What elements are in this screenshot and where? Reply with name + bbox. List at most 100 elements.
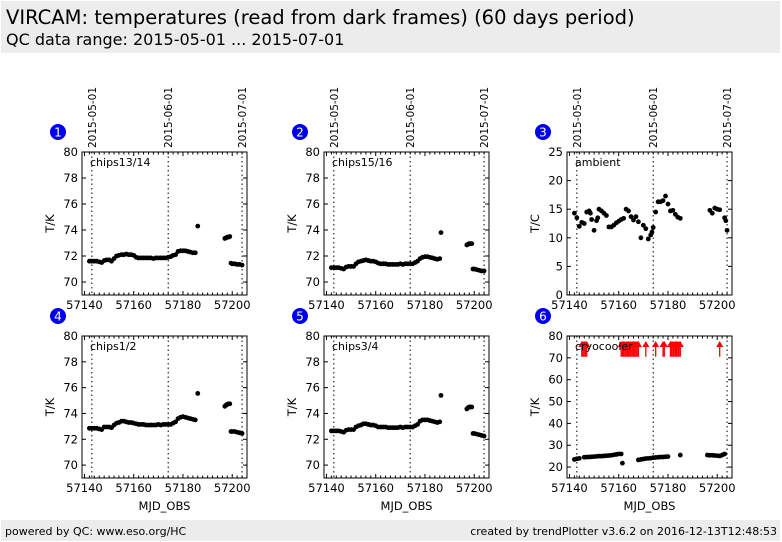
plot-frame <box>566 151 733 296</box>
data-point <box>195 391 201 396</box>
data-point <box>195 223 201 229</box>
date-tick-label: 2015-05-01 <box>329 87 341 148</box>
panel-label: cryocooler <box>575 340 633 353</box>
data-point <box>604 213 609 218</box>
plot-frame <box>323 151 490 296</box>
outlier-arrowhead <box>634 341 642 347</box>
y-tick-label: 70 <box>63 458 78 472</box>
date-tick-label: 2015-06-01 <box>648 87 660 148</box>
x-tick-label: 57160 <box>600 481 637 495</box>
data-point <box>571 210 577 216</box>
x-axis-label: MJD_OBS <box>139 499 191 513</box>
x-tick-label: 57180 <box>650 298 687 312</box>
outlier-arrowhead <box>660 341 668 347</box>
data-point <box>670 207 676 213</box>
y-tick-label: 80 <box>548 329 563 343</box>
data-point <box>620 460 625 466</box>
page-title: VIRCAM: temperatures (read from dark fra… <box>6 6 635 29</box>
panel-badge-number: 3 <box>539 126 547 140</box>
data-point <box>239 262 245 268</box>
data-point <box>192 250 198 256</box>
data-point <box>717 207 723 213</box>
x-tick-label: 57200 <box>456 298 493 312</box>
plot-frame <box>81 151 248 296</box>
data-point <box>438 230 444 236</box>
data-point <box>723 218 729 224</box>
y-tick-label: 50 <box>548 395 563 409</box>
y-tick-label: 76 <box>305 197 320 211</box>
panel-badge-circle <box>535 308 551 324</box>
y-tick-label: 74 <box>63 223 78 237</box>
footer-powered-by: powered by QC: www.eso.org/HC <box>5 525 187 538</box>
data-point <box>677 215 683 221</box>
x-tick-label: 57140 <box>66 481 103 495</box>
data-point <box>469 241 475 247</box>
outlier-arrowhead <box>716 341 724 347</box>
x-tick-label: 57140 <box>308 298 345 312</box>
y-tick-label: 70 <box>305 275 320 289</box>
data-point <box>239 431 245 436</box>
x-tick-label: 57200 <box>699 481 736 495</box>
x-tick-label: 57200 <box>214 298 251 312</box>
x-tick-label: 57140 <box>308 481 345 495</box>
data-point <box>628 214 634 220</box>
data-point <box>709 210 715 216</box>
y-tick-label: 78 <box>305 355 320 369</box>
data-point <box>653 209 659 215</box>
data-point <box>660 198 666 204</box>
date-tick-label: 2015-05-01 <box>87 87 99 148</box>
y-tick-label: 80 <box>305 329 320 343</box>
y-tick-label: 72 <box>63 249 78 263</box>
subplot-5: 5 57140 57160 57180 57200 70 72 74 76 78 80 T/K MJD_… <box>285 308 493 513</box>
x-tick-label: 57180 <box>650 481 687 495</box>
panel-badge-circle <box>292 124 308 140</box>
y-tick-label: 70 <box>305 458 320 472</box>
y-tick-label: 70 <box>548 351 563 365</box>
panel-badge-number: 5 <box>296 310 304 324</box>
date-tick-label: 2015-05-01 <box>572 87 584 148</box>
x-tick-label: 57200 <box>699 298 736 312</box>
data-point <box>438 392 444 398</box>
y-tick-label: 60 <box>548 373 563 387</box>
y-tick-label: 5 <box>556 259 563 273</box>
date-tick-label: 2015-07-01 <box>722 87 734 148</box>
panel-label: chips15/16 <box>332 156 393 169</box>
x-tick-label: 57140 <box>66 298 103 312</box>
y-tick-label: 76 <box>305 381 320 395</box>
y-tick-label: 20 <box>548 460 563 474</box>
panel-badge-number: 6 <box>539 310 547 324</box>
y-tick-label: 78 <box>305 171 320 185</box>
x-tick-label: 57180 <box>165 298 202 312</box>
y-tick-label: 70 <box>63 275 78 289</box>
plot-frame <box>566 335 733 479</box>
y-tick-label: 76 <box>63 197 78 211</box>
data-point <box>192 417 198 423</box>
date-tick-label: 2015-07-01 <box>237 87 249 148</box>
data-point <box>576 223 582 229</box>
panel-badge-circle <box>535 124 551 140</box>
data-point <box>227 401 233 407</box>
y-axis-label: T/K <box>285 397 299 417</box>
data-point <box>621 215 627 221</box>
plot-area <box>324 336 489 478</box>
y-tick-label: 74 <box>305 223 320 237</box>
y-axis-label: T/K <box>285 214 299 234</box>
data-point <box>722 451 728 457</box>
y-tick-label: 74 <box>305 406 320 420</box>
outlier-arrowhead <box>642 341 650 347</box>
plot-frame <box>323 335 490 479</box>
subplot-3: 3 2015-05-01 2015-06-01 2015-07-01 57140 5716… <box>528 87 736 312</box>
panel-label: chips1/2 <box>90 340 137 353</box>
y-axis-label: T/K <box>528 397 542 417</box>
x-tick-label: 57160 <box>115 298 152 312</box>
y-tick-label: 25 <box>548 145 563 159</box>
x-tick-label: 57180 <box>407 298 444 312</box>
y-tick-label: 74 <box>63 406 78 420</box>
data-point <box>574 215 580 221</box>
panel-badge-circle <box>50 124 66 140</box>
data-point <box>576 455 582 461</box>
data-point <box>591 227 597 233</box>
data-point <box>581 221 587 226</box>
subplot-6: 6 57140 57160 57180 57200 20 30 40 50 60 70 80 T/K MJ… <box>528 308 736 513</box>
panel-badge-number: 4 <box>54 310 62 324</box>
